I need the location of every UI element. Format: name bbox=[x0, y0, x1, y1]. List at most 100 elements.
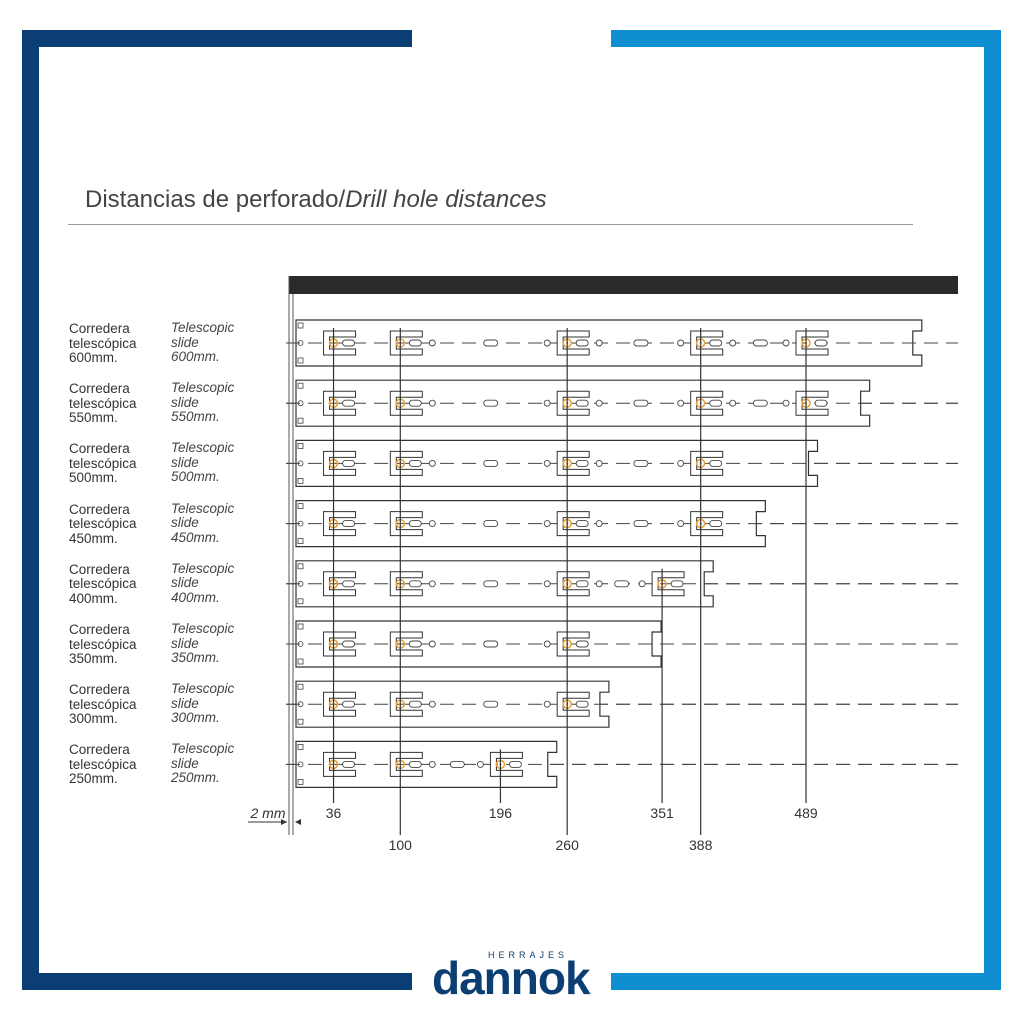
oval-hole bbox=[483, 700, 499, 708]
slot-hole bbox=[508, 760, 522, 768]
slot-hole bbox=[709, 399, 723, 407]
round-hole bbox=[476, 760, 484, 768]
row-label-line: Telescopic bbox=[171, 500, 235, 516]
slot-hole bbox=[342, 700, 355, 708]
bracket bbox=[389, 390, 423, 416]
row-label-line: Telescopic bbox=[171, 320, 235, 335]
offset-arrow bbox=[295, 819, 301, 825]
slide-outline bbox=[295, 319, 923, 367]
bracket bbox=[690, 390, 724, 416]
slot-hole bbox=[342, 640, 355, 648]
mount-hole bbox=[297, 580, 304, 587]
row-label-line: Corredera bbox=[69, 742, 130, 758]
row-label-en: Telescopic slide 600mm. bbox=[171, 320, 235, 365]
row-label-line: telescópica bbox=[69, 395, 137, 411]
row-label-en: Telescopic slide 500mm. bbox=[171, 441, 234, 485]
oval-hole bbox=[633, 339, 649, 347]
row-label-line: 500mm. bbox=[69, 470, 118, 486]
mount-hole bbox=[297, 520, 304, 527]
bracket bbox=[389, 691, 423, 717]
logo-wordmark: dannok bbox=[432, 952, 591, 1004]
round-hole bbox=[543, 520, 551, 528]
dimension-label-489: 489 bbox=[794, 805, 818, 821]
oval-hole bbox=[483, 580, 499, 588]
mount-hole bbox=[297, 340, 304, 346]
round-hole bbox=[595, 339, 603, 347]
slot-hole bbox=[709, 339, 723, 347]
frame-left-bar bbox=[22, 30, 39, 990]
logo-tagline: HERRAJES bbox=[488, 950, 569, 960]
oval-hole bbox=[752, 339, 768, 347]
row-label-es: Corredera telescópica 450mm. bbox=[69, 502, 137, 547]
row-label-es: Corredera telescópica 550mm. bbox=[69, 382, 137, 426]
round-hole bbox=[428, 580, 436, 588]
cabinet-board bbox=[289, 276, 958, 294]
dimension-label-351: 351 bbox=[650, 805, 674, 821]
row-label-en: Telescopic slide 450mm. bbox=[171, 500, 235, 546]
bracket bbox=[556, 330, 590, 356]
row-label-line: telescópica bbox=[69, 576, 137, 592]
bracket bbox=[795, 390, 829, 416]
round-hole bbox=[595, 399, 603, 407]
row-label-line: Telescopic bbox=[171, 741, 235, 757]
bracket bbox=[389, 511, 423, 537]
bracket bbox=[690, 450, 724, 476]
round-hole bbox=[428, 339, 436, 347]
dimension-label-388: 388 bbox=[689, 837, 713, 853]
row-label-en: Telescopic slide 550mm. bbox=[171, 381, 234, 425]
round-hole bbox=[543, 700, 551, 708]
row-label-line: 450mm. bbox=[171, 529, 220, 545]
round-hole bbox=[543, 399, 551, 407]
slot-hole bbox=[342, 459, 355, 467]
row-label-en: Telescopic slide 350mm. bbox=[171, 621, 234, 666]
dimension-label-196: 196 bbox=[489, 805, 513, 821]
frame-top-left-bar bbox=[22, 30, 412, 47]
row-label-line: slide bbox=[171, 394, 199, 410]
row-label-line: Telescopic bbox=[171, 440, 235, 456]
slot-hole bbox=[408, 700, 422, 708]
bracket bbox=[690, 330, 724, 356]
round-hole bbox=[428, 700, 436, 708]
oval-hole bbox=[483, 339, 499, 347]
mount-square bbox=[297, 538, 304, 544]
mount-square bbox=[297, 563, 304, 570]
slot-hole bbox=[575, 520, 589, 528]
slide-row-250 bbox=[286, 740, 958, 788]
bracket bbox=[323, 571, 357, 597]
row-label-line: 350mm. bbox=[69, 651, 118, 666]
row-label-line: telescópica bbox=[69, 335, 137, 351]
row-label-line: Corredera bbox=[69, 682, 130, 698]
slot-hole bbox=[670, 580, 684, 588]
round-hole bbox=[729, 399, 737, 407]
row-label-line: slide bbox=[171, 454, 199, 470]
round-hole bbox=[543, 339, 551, 347]
row-label-line: 300mm. bbox=[69, 711, 118, 727]
row-label-line: Corredera bbox=[69, 321, 130, 336]
round-hole bbox=[428, 399, 436, 407]
row-label-line: telescópica bbox=[69, 636, 137, 652]
mount-square bbox=[297, 658, 304, 665]
row-label-line: Corredera bbox=[69, 441, 130, 457]
slot-hole bbox=[408, 339, 422, 347]
row-label-line: slide bbox=[171, 695, 199, 711]
slot-hole bbox=[342, 760, 355, 768]
round-hole bbox=[782, 339, 790, 347]
row-label-line: slide bbox=[171, 635, 199, 651]
slide-row-350 bbox=[286, 620, 958, 668]
oval-hole bbox=[633, 520, 649, 528]
oval-hole bbox=[614, 580, 630, 588]
row-label-line: slide bbox=[171, 515, 199, 531]
bracket bbox=[690, 511, 724, 537]
oval-hole bbox=[633, 459, 649, 467]
slide-row-400 bbox=[286, 560, 958, 608]
oval-hole bbox=[633, 399, 649, 407]
row-label-line: 450mm. bbox=[69, 530, 118, 546]
mount-square bbox=[297, 779, 304, 785]
offset-arrow bbox=[281, 819, 287, 825]
bracket bbox=[323, 511, 357, 537]
row-label-es: Corredera telescópica 350mm. bbox=[69, 622, 137, 667]
row-label-line: 500mm. bbox=[171, 469, 220, 485]
slot-hole bbox=[709, 520, 723, 528]
row-label-en: Telescopic slide 300mm. bbox=[171, 682, 234, 726]
